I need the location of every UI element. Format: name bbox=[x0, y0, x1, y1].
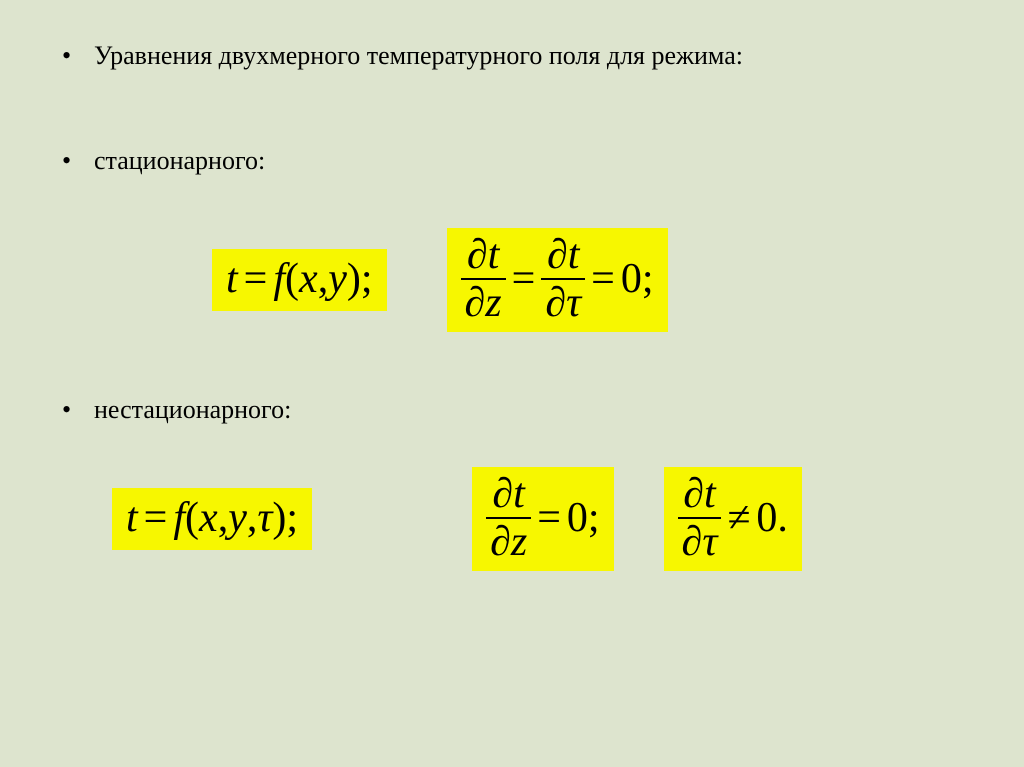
sym-eq: = bbox=[531, 494, 567, 542]
sym-f: f bbox=[273, 255, 285, 303]
stationary-equations: t = f ( x , y ) ; ∂t ∂z = ∂t bbox=[212, 228, 974, 332]
frac-dt-dtau-2: ∂t ∂τ bbox=[678, 473, 722, 563]
sym-semi: ; bbox=[286, 494, 298, 542]
sym-partial: ∂ bbox=[465, 280, 486, 326]
sym-z: z bbox=[511, 519, 527, 565]
eq-stationary-derivs: ∂t ∂z = ∂t ∂τ = 0 ; bbox=[447, 228, 668, 332]
sym-comma: , bbox=[318, 255, 329, 303]
sym-semi: ; bbox=[588, 494, 600, 542]
bullet-item-1: Уравнения двухмерного температурного пол… bbox=[62, 38, 974, 73]
bullet-list-2: нестационарного: bbox=[62, 392, 974, 427]
sym-tau: τ bbox=[702, 519, 717, 565]
sym-t: t bbox=[568, 232, 580, 278]
sym-t: t bbox=[488, 232, 500, 278]
sym-partial: ∂ bbox=[545, 280, 566, 326]
eq-stationary-func: t = f ( x , y ) ; bbox=[212, 249, 387, 311]
sym-rparen: ) bbox=[272, 494, 286, 542]
sym-eq: = bbox=[238, 255, 274, 303]
sym-rparen: ) bbox=[347, 255, 361, 303]
sym-neq: ≠ bbox=[721, 494, 756, 542]
sym-x: x bbox=[299, 255, 318, 303]
eq-nonstationary-func: t = f ( x , y , τ ) ; bbox=[112, 488, 312, 550]
sym-semi: ; bbox=[642, 255, 654, 303]
sym-tau: τ bbox=[257, 494, 272, 542]
bullet-item-3: нестационарного: bbox=[62, 392, 974, 427]
sym-z: z bbox=[485, 280, 501, 326]
sym-comma: , bbox=[247, 494, 258, 542]
sym-partial: ∂ bbox=[490, 519, 511, 565]
sym-partial: ∂ bbox=[492, 471, 513, 517]
sym-y: y bbox=[328, 255, 347, 303]
sym-t: t bbox=[226, 255, 238, 303]
sym-f: f bbox=[173, 494, 185, 542]
sym-zero: 0 bbox=[567, 494, 588, 542]
frac-dt-dz: ∂t ∂z bbox=[461, 234, 506, 324]
sym-t: t bbox=[126, 494, 138, 542]
sym-semi: ; bbox=[361, 255, 373, 303]
frac-dt-dz-2: ∂t ∂z bbox=[486, 473, 531, 563]
sym-partial: ∂ bbox=[467, 232, 488, 278]
sym-eq: = bbox=[585, 255, 621, 303]
sym-y: y bbox=[228, 494, 247, 542]
eq-nonstat-dtau: ∂t ∂τ ≠ 0 . bbox=[664, 467, 802, 571]
bullet-item-2: стационарного: bbox=[62, 143, 974, 178]
bullet-list: Уравнения двухмерного температурного пол… bbox=[62, 38, 974, 178]
sym-zero: 0 bbox=[621, 255, 642, 303]
sym-eq: = bbox=[138, 494, 174, 542]
sym-x: x bbox=[199, 494, 218, 542]
sym-partial: ∂ bbox=[547, 232, 568, 278]
eq-nonstat-dz: ∂t ∂z = 0 ; bbox=[472, 467, 613, 571]
sym-lparen: ( bbox=[285, 255, 299, 303]
sym-partial: ∂ bbox=[683, 471, 704, 517]
sym-tau: τ bbox=[566, 280, 581, 326]
sym-lparen: ( bbox=[185, 494, 199, 542]
sym-zero: 0 bbox=[756, 494, 777, 542]
sym-comma: , bbox=[218, 494, 229, 542]
sym-period: . bbox=[777, 494, 788, 542]
sym-eq: = bbox=[506, 255, 542, 303]
nonstationary-equations: t = f ( x , y , τ ) ; ∂t ∂z = bbox=[112, 467, 974, 571]
sym-t: t bbox=[513, 471, 525, 517]
slide: Уравнения двухмерного температурного пол… bbox=[0, 0, 1024, 767]
sym-t: t bbox=[704, 471, 716, 517]
sym-partial: ∂ bbox=[682, 519, 703, 565]
frac-dt-dtau: ∂t ∂τ bbox=[541, 234, 585, 324]
